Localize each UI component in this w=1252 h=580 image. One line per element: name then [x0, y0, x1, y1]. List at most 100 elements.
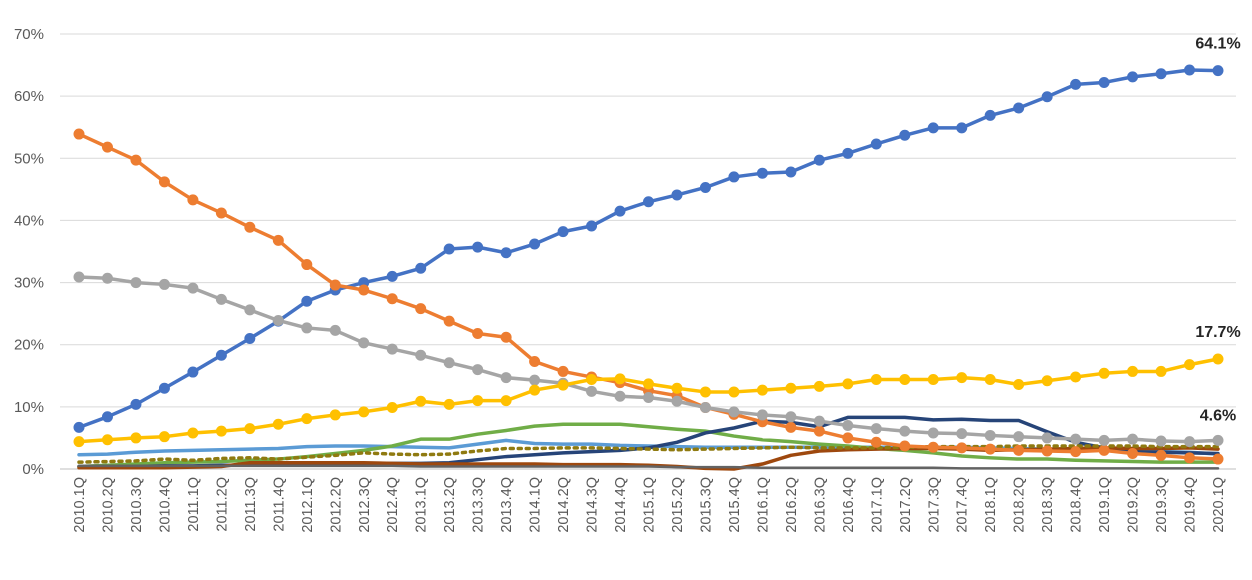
data-point: [158, 278, 170, 290]
x-tick-label: 2018.3Q: [1040, 477, 1056, 533]
y-tick-label: 40%: [14, 212, 44, 229]
data-point: [1070, 433, 1082, 445]
series-line: [77, 464, 1220, 470]
data-point: [358, 337, 370, 349]
data-point: [158, 176, 170, 188]
data-point: [1212, 353, 1224, 365]
data-point: [215, 349, 227, 361]
x-tick-label: 2016.1Q: [755, 477, 771, 533]
data-point: [301, 259, 313, 271]
series-3: [73, 353, 1224, 448]
data-point: [870, 138, 882, 150]
data-point: [956, 122, 968, 134]
x-tick-label: 2011.2Q: [214, 477, 230, 532]
data-point: [643, 196, 654, 208]
data-point: [699, 181, 711, 193]
data-label: 64.1%: [1195, 36, 1240, 53]
data-point: [415, 395, 427, 407]
data-point: [73, 128, 85, 140]
data-point: [244, 423, 256, 435]
data-point: [899, 425, 911, 437]
data-point: [956, 442, 968, 454]
data-point: [728, 406, 740, 418]
data-point: [244, 304, 256, 316]
data-point: [500, 331, 512, 343]
data-point: [1098, 76, 1110, 88]
data-point: [813, 425, 825, 437]
x-tick-label: 2017.4Q: [955, 477, 971, 533]
data-point: [870, 374, 882, 386]
x-tick-label: 2018.2Q: [1012, 477, 1028, 533]
data-point: [671, 395, 683, 407]
data-point: [899, 440, 911, 452]
y-tick-label: 20%: [14, 337, 44, 354]
data-point: [529, 355, 541, 367]
data-point: [1070, 371, 1082, 383]
x-tick-label: 2015.4Q: [727, 477, 743, 533]
x-tick-label: 2014.4Q: [613, 477, 629, 533]
data-point: [101, 434, 113, 446]
data-point: [415, 349, 427, 361]
data-label: 17.7%: [1195, 324, 1240, 341]
data-point: [301, 413, 313, 425]
data-point: [1127, 71, 1139, 83]
x-tick-label: 2013.2Q: [442, 477, 458, 533]
data-point: [899, 129, 911, 141]
x-tick-label: 2017.2Q: [898, 477, 914, 533]
data-point: [386, 293, 398, 305]
data-point: [301, 322, 313, 334]
data-point: [842, 432, 854, 444]
data-point: [1184, 452, 1196, 464]
data-point: [1013, 444, 1025, 456]
data-point: [1013, 102, 1025, 114]
data-point: [1212, 65, 1224, 77]
series-2: [73, 271, 1224, 448]
data-point: [899, 374, 911, 386]
data-point: [927, 441, 939, 453]
series-0: [73, 64, 1224, 433]
data-point: [699, 386, 711, 398]
series-line: [77, 444, 1220, 464]
data-point: [984, 109, 996, 121]
data-point: [813, 380, 825, 392]
data-point: [1070, 78, 1082, 90]
data-point: [101, 141, 113, 153]
data-point: [1127, 447, 1139, 459]
data-point: [215, 293, 227, 305]
x-tick-label: 2015.3Q: [698, 477, 714, 533]
x-tick-label: 2010.1Q: [72, 477, 88, 533]
data-point: [927, 427, 939, 439]
data-point: [728, 386, 740, 398]
x-tick-label: 2011.1Q: [186, 477, 202, 532]
data-point: [386, 343, 398, 355]
series-line: [77, 422, 1220, 469]
data-point: [244, 221, 256, 233]
x-tick-label: 2019.1Q: [1097, 477, 1113, 533]
x-tick-label: 2017.1Q: [869, 477, 885, 533]
y-tick-label: 50%: [14, 150, 44, 167]
data-point: [984, 443, 996, 455]
series-line: [77, 68, 1220, 430]
data-point: [1013, 431, 1025, 443]
data-point: [1184, 436, 1196, 448]
x-tick-label: 2013.3Q: [471, 477, 487, 533]
data-point: [215, 207, 227, 219]
data-point: [1184, 64, 1196, 76]
data-point: [73, 421, 85, 433]
data-point: [785, 166, 797, 178]
data-point: [614, 205, 626, 217]
data-point: [586, 374, 598, 386]
x-tick-label: 2019.3Q: [1154, 477, 1170, 533]
data-point: [614, 373, 626, 385]
series-1: [73, 128, 1224, 465]
data-point: [500, 395, 512, 407]
data-point: [329, 279, 341, 291]
y-tick-label: 60%: [14, 88, 44, 105]
data-point: [586, 385, 598, 397]
data-point: [187, 194, 199, 206]
data-point: [785, 382, 797, 394]
x-tick-label: 2010.2Q: [100, 477, 116, 533]
data-point: [671, 189, 683, 201]
x-tick-label: 2011.4Q: [271, 477, 287, 532]
data-point: [927, 374, 939, 386]
